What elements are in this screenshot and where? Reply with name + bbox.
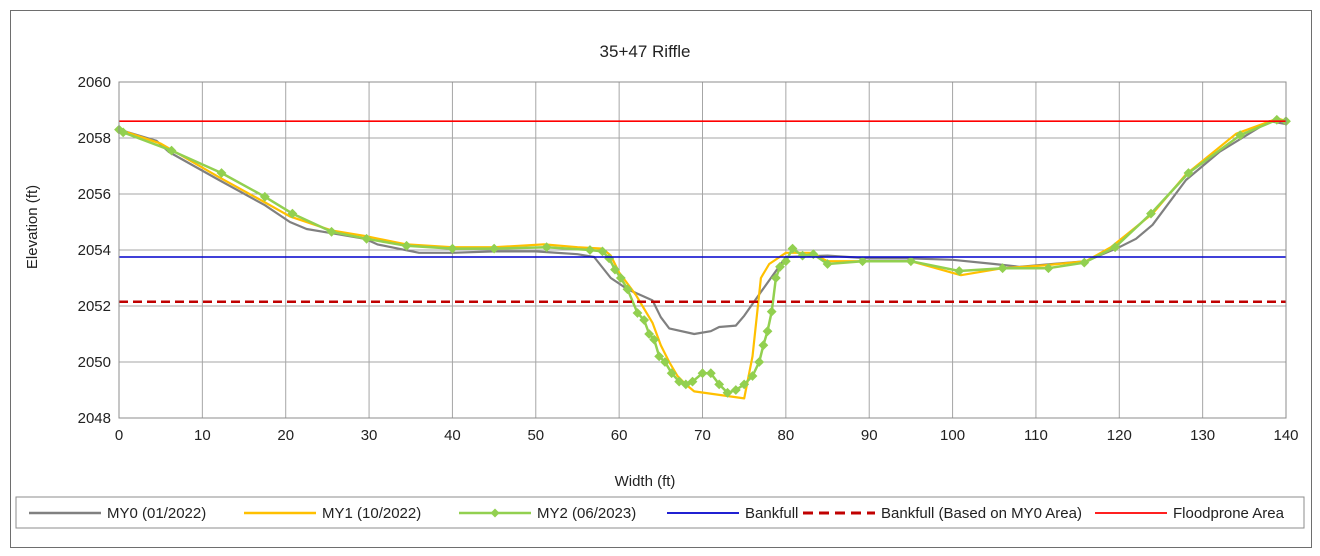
y-tick-label: 2050 [78,354,111,371]
series-point-2 [997,263,1008,274]
series-point-2 [660,357,670,367]
series-point-2 [680,379,691,390]
series-point-2 [259,191,270,202]
series-point-2 [787,243,798,254]
x-tick-label: 10 [194,427,211,444]
series-point-2 [401,240,412,251]
series-point-2 [447,243,458,254]
series-point-2 [758,340,769,351]
series-point-2 [1079,257,1090,268]
series-point-2 [730,385,741,395]
legend-label-5: Floodprone Area [1173,505,1285,522]
x-axis-title: Width (ft) [615,473,676,490]
series-point-2 [1183,168,1194,178]
legend: MY0 (01/2022) MY1 (10/2022) MY2 (06/2023) B… [15,496,1305,529]
legend-marker [490,508,500,518]
x-tick-label: 110 [1024,427,1048,444]
legend-label-0: MY0 (01/2022) [107,505,206,522]
series-point-2 [857,256,868,267]
chart-title: 35+47 Riffle [600,42,691,61]
series-point-2 [714,379,725,390]
series-point-2 [766,306,777,317]
y-tick-label: 2048 [78,410,111,427]
series-point-2 [1146,208,1156,219]
x-tick-labels: 0 10 20 30 40 50 60 70 80 90 100 110 120 130 140 [115,427,1299,444]
legend-label-1: MY1 (10/2022) [322,505,421,522]
y-tick-label: 2056 [78,186,111,203]
series-point-2 [632,308,643,318]
series-point-2 [822,259,833,269]
series-point-2 [639,315,650,325]
x-tick-label: 90 [861,427,878,444]
elevation-chart: 35+47 Riffle 0 10 20 30 40 50 60 70 80 90 100 110 12… [15,42,1305,529]
series-point-2 [1235,130,1246,141]
series-point-2 [326,226,337,237]
series-point-2 [747,371,758,381]
series-point-2 [541,242,552,253]
series-layer [114,114,1291,400]
series-point-2 [654,351,665,362]
series-point-2 [705,368,716,379]
legend-label-3: Bankfull [745,505,798,522]
series-point-2 [666,368,677,379]
series-point-2 [754,357,765,367]
series-point-2 [361,233,372,244]
series-point-2 [649,334,660,345]
series-point-2 [674,376,685,387]
y-tick-label: 2054 [78,242,111,259]
series-point-2 [610,264,620,275]
series-point-2 [775,261,785,272]
x-tick-label: 80 [778,427,795,444]
series-point-2 [687,376,698,387]
y-tick-label: 2060 [78,74,111,91]
x-tick-label: 0 [115,427,123,444]
series-point-2 [1110,242,1121,253]
series-point-2 [622,284,633,295]
series-point-2 [615,273,626,283]
series-point-2 [722,387,733,398]
series-point-2 [762,326,773,337]
x-tick-label: 130 [1190,427,1215,444]
series-point-2 [739,379,750,390]
series-point-2 [118,127,129,138]
y-axis-title: Elevation (ft) [24,185,41,269]
series-point-2 [287,208,298,219]
legend-label-4: Bankfull (Based on MY0 Area) [881,505,1082,522]
plot-border [118,81,1287,419]
x-tick-label: 140 [1273,427,1298,444]
x-tick-label: 120 [1107,427,1132,444]
x-tick-label: 30 [361,427,378,444]
series-point-2 [489,243,500,254]
series-point-2 [1043,263,1054,274]
legend-box [15,496,1305,529]
x-tick-label: 100 [940,427,965,444]
series-point-2 [166,145,177,156]
x-tick-label: 40 [444,427,461,444]
y-tick-labels: 2048 2050 2052 2054 2056 2058 2060 [78,74,111,427]
series-point-2 [597,246,608,257]
series-point-2 [770,273,781,283]
legend-label-2: MY2 (06/2023) [537,505,636,522]
series-point-2 [216,168,227,178]
y-tick-label: 2052 [78,298,111,315]
x-tick-label: 70 [694,427,711,444]
series-point-2 [644,329,655,339]
series-point-2 [780,256,791,267]
x-tick-label: 20 [277,427,294,444]
chart-frame: 35+47 Riffle 0 10 20 30 40 50 60 70 80 90 100 110 12… [10,10,1312,548]
series-point-2 [697,368,708,379]
x-tick-label: 50 [527,427,544,444]
series-point-2 [905,256,916,267]
series-point-2 [954,266,965,276]
x-tick-label: 60 [611,427,628,444]
y-tick-label: 2058 [78,130,111,147]
series-point-2 [585,245,595,255]
